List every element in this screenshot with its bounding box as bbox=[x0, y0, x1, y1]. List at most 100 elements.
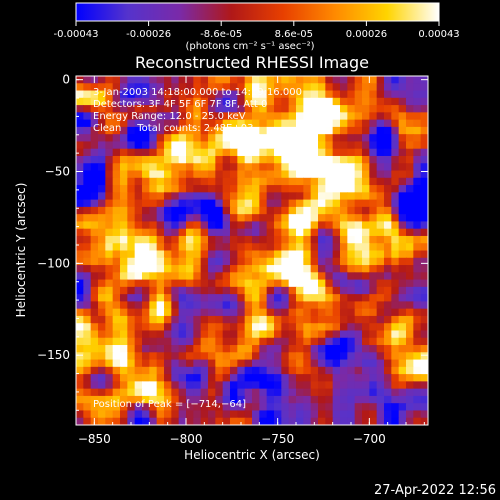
heatmap-pixel bbox=[266, 352, 275, 361]
heatmap-pixel bbox=[420, 192, 428, 201]
heatmap-pixel bbox=[83, 323, 92, 332]
heatmap-pixel bbox=[318, 185, 326, 193]
heatmap-pixel bbox=[420, 359, 428, 368]
heatmap-pixel bbox=[318, 374, 326, 382]
heatmap-pixel bbox=[105, 214, 114, 223]
heatmap-pixel bbox=[178, 148, 187, 157]
heatmap-pixel bbox=[200, 214, 209, 223]
heatmap-pixel bbox=[178, 76, 187, 84]
heatmap-pixel bbox=[288, 105, 297, 113]
heatmap-pixel bbox=[200, 323, 209, 332]
heatmap-pixel bbox=[164, 90, 172, 99]
heatmap-pixel bbox=[156, 119, 165, 128]
heatmap-pixel bbox=[310, 265, 319, 273]
heatmap-pixel bbox=[354, 403, 363, 412]
heatmap-pixel bbox=[406, 272, 414, 281]
heatmap-pixel bbox=[369, 315, 378, 324]
heatmap-pixel bbox=[149, 410, 158, 419]
heatmap-pixel bbox=[186, 185, 194, 193]
colorbar-tick-label: 8.6e-05 bbox=[275, 29, 313, 40]
heatmap-pixel bbox=[208, 177, 216, 186]
heatmap-pixel bbox=[252, 294, 260, 302]
heatmap-pixel bbox=[98, 141, 106, 150]
heatmap-pixel bbox=[347, 163, 356, 172]
heatmap-pixel bbox=[230, 185, 238, 193]
heatmap-pixel bbox=[354, 206, 363, 215]
heatmap-pixel bbox=[171, 163, 180, 172]
heatmap-pixel bbox=[244, 126, 253, 135]
heatmap-pixel bbox=[193, 345, 202, 353]
heatmap-pixel bbox=[164, 112, 172, 121]
heatmap-pixel bbox=[288, 119, 297, 128]
heatmap-pixel bbox=[76, 214, 84, 223]
heatmap-pixel bbox=[105, 279, 114, 288]
heatmap-pixel bbox=[303, 76, 312, 84]
heatmap-pixel bbox=[208, 374, 216, 382]
heatmap-pixel bbox=[354, 155, 363, 164]
heatmap-pixel bbox=[259, 395, 268, 404]
heatmap-pixel bbox=[310, 76, 319, 84]
heatmap-pixel bbox=[310, 119, 319, 128]
heatmap-pixel bbox=[274, 330, 282, 339]
heatmap-pixel bbox=[259, 301, 268, 310]
heatmap-pixel bbox=[134, 286, 143, 295]
heatmap-pixel bbox=[274, 359, 282, 368]
heatmap-pixel bbox=[120, 141, 128, 150]
heatmap-pixel bbox=[281, 155, 290, 164]
heatmap-pixel bbox=[112, 243, 121, 252]
heatmap-pixel bbox=[178, 323, 187, 332]
heatmap-pixel bbox=[420, 185, 428, 193]
heatmap-pixel bbox=[76, 163, 84, 172]
heatmap-pixel bbox=[413, 163, 422, 172]
heatmap-pixel bbox=[112, 76, 121, 84]
heatmap-pixel bbox=[376, 177, 385, 186]
heatmap-pixel bbox=[325, 308, 334, 317]
heatmap-pixel bbox=[303, 294, 312, 302]
heatmap-pixel bbox=[208, 192, 216, 201]
heatmap-pixel bbox=[362, 395, 370, 404]
heatmap-pixel bbox=[406, 97, 414, 106]
heatmap-pixel bbox=[303, 185, 312, 193]
heatmap-pixel bbox=[288, 345, 297, 353]
heatmap-pixel bbox=[215, 243, 224, 252]
heatmap-pixel bbox=[230, 272, 238, 281]
heatmap-pixel bbox=[296, 250, 304, 259]
heatmap-pixel bbox=[90, 148, 99, 157]
heatmap-pixel bbox=[222, 206, 231, 215]
heatmap-pixel bbox=[406, 308, 414, 317]
heatmap-pixel bbox=[288, 352, 297, 361]
heatmap-pixel bbox=[105, 243, 114, 252]
heatmap-pixel bbox=[259, 374, 268, 382]
heatmap-pixel bbox=[310, 337, 319, 346]
heatmap-pixel bbox=[325, 272, 334, 281]
heatmap-pixel bbox=[340, 417, 348, 425]
heatmap-pixel bbox=[171, 315, 180, 324]
heatmap-pixel bbox=[134, 148, 143, 157]
heatmap-pixel bbox=[325, 388, 334, 397]
heatmap-pixel bbox=[369, 301, 378, 310]
heatmap-pixel bbox=[171, 330, 180, 339]
heatmap-pixel bbox=[384, 308, 392, 317]
heatmap-pixel bbox=[222, 97, 231, 106]
heatmap-pixel bbox=[171, 214, 180, 223]
heatmap-pixel bbox=[398, 141, 407, 150]
heatmap-pixel bbox=[193, 395, 202, 404]
heatmap-pixel bbox=[83, 185, 92, 193]
heatmap-pixel bbox=[318, 381, 326, 390]
heatmap-pixel bbox=[288, 359, 297, 368]
heatmap-pixel bbox=[274, 119, 282, 128]
heatmap-pixel bbox=[376, 148, 385, 157]
heatmap-pixel bbox=[178, 272, 187, 281]
heatmap-pixel bbox=[384, 235, 392, 244]
heatmap-pixel bbox=[171, 250, 180, 259]
heatmap-pixel bbox=[149, 330, 158, 339]
heatmap-pixel bbox=[134, 294, 143, 302]
heatmap-pixel bbox=[288, 395, 297, 404]
heatmap-pixel bbox=[193, 119, 202, 128]
heatmap-pixel bbox=[83, 192, 92, 201]
heatmap-pixel bbox=[186, 90, 194, 99]
heatmap-pixel bbox=[340, 330, 348, 339]
heatmap-pixel bbox=[347, 381, 356, 390]
heatmap-pixel bbox=[288, 126, 297, 135]
heatmap-pixel bbox=[252, 228, 260, 237]
